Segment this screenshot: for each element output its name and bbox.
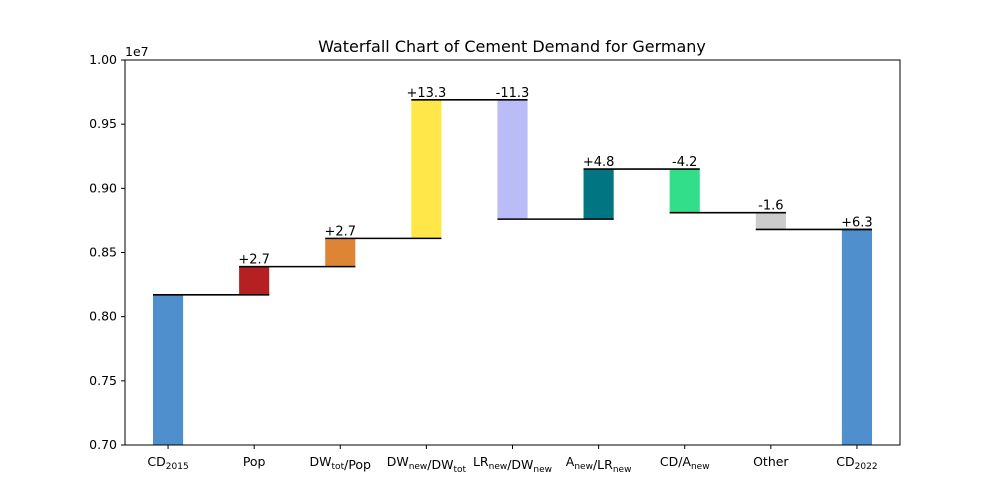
x-tick-label-1: Pop [243,454,266,469]
x-tick-label-0: CD2015 [147,454,188,472]
x-tick-label-8: CD2022 [836,454,877,472]
y-tick-label-6: 1.00 [89,52,117,67]
data-label-8: +6.3 [841,215,873,230]
data-label-7: -1.6 [758,199,783,214]
data-label-1: +2.7 [238,253,270,268]
y-tick-label-1: 0.75 [89,373,117,388]
x-tick-label-6: CD/Anew [660,454,710,472]
data-label-6: -4.2 [672,155,697,170]
y-tick-label-3: 0.85 [89,245,117,260]
y-tick-label-5: 0.95 [89,116,117,131]
y-tick-label-0: 0.70 [89,437,117,452]
bar-5 [583,169,614,220]
bar-6 [669,169,700,213]
bar-8 [841,229,873,445]
x-axis: CD2015 Pop DWtot/Pop DWnew/DWtot LRnew/DWnew… [147,445,878,475]
bars-layer [152,99,873,445]
x-tick-label-3: DWnew/DWtot [387,454,467,475]
y-tick-label-4: 0.90 [89,180,117,195]
chart-title: Waterfall Chart of Cement Demand for Ger… [318,37,706,56]
bar-2 [325,238,356,267]
y-axis: 0.70 0.75 0.80 0.85 0.90 0.95 1.00 [89,52,125,452]
data-label-3: +13.3 [406,86,446,101]
bar-4 [497,99,528,220]
x-tick-label-2: DWtot/Pop [310,454,372,472]
connectors-layer [152,98,873,296]
y-tick-label-2: 0.80 [89,309,117,324]
x-tick-label-5: Anew/LRnew [566,454,632,475]
bar-3 [411,99,442,239]
data-labels-layer: +2.7 +2.7 +13.3 -11.3 +4.8 -4.2 -1.6 +6.3 [238,86,872,268]
x-tick-label-4: LRnew/DWnew [473,454,552,475]
data-label-4: -11.3 [496,86,530,101]
bar-7 [755,212,786,230]
data-label-5: +4.8 [583,155,615,170]
bar-0 [152,294,184,445]
x-tick-label-7: Other [753,454,789,469]
data-label-2: +2.7 [324,224,356,239]
bar-1 [239,266,270,295]
y-axis-multiplier: 1e7 [125,44,149,59]
